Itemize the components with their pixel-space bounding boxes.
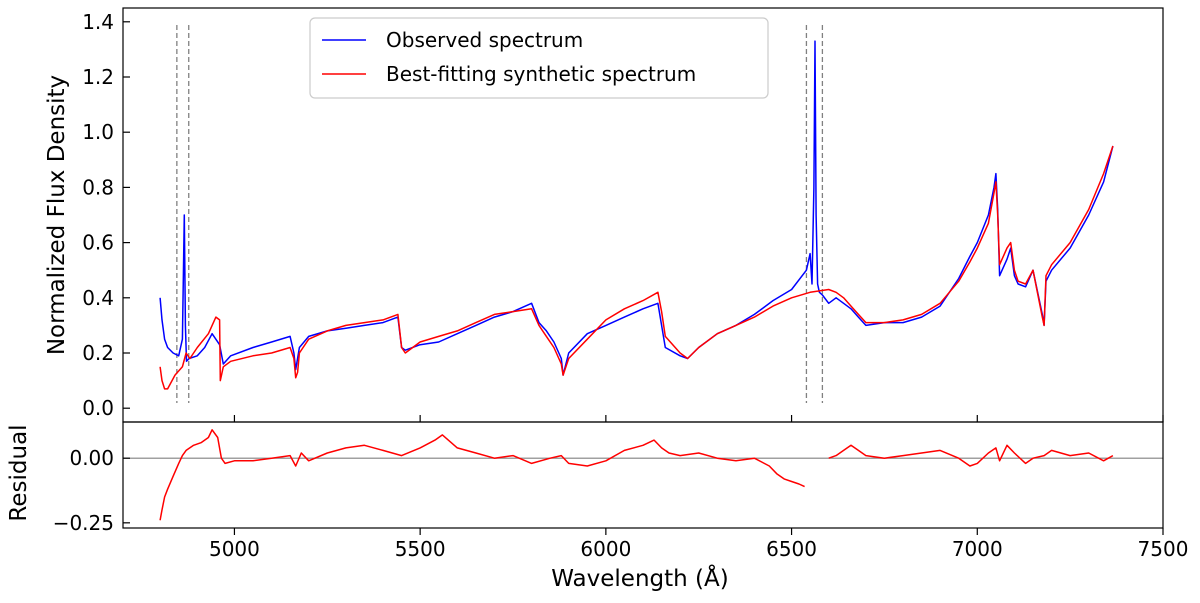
main-ytick-label: 0.0: [82, 396, 114, 420]
residual-line-0: [159, 429, 805, 521]
main-y-axis-label: Normalized Flux Density: [44, 75, 70, 355]
residual-frame: [122, 421, 1164, 529]
observed-spectrum-line: [159, 40, 1114, 376]
x-tick-label: 7500: [1138, 537, 1189, 561]
main-panel: 0.0 0.2 0.4 0.6 0.8 1.0 1.2 1.4 Observed spectr…: [44, 7, 1164, 423]
main-ytick-label: 1.2: [82, 65, 114, 89]
residual-ytick-label: −0.25: [53, 511, 114, 535]
x-tick-label: 6000: [580, 537, 631, 561]
residual-axes: −0.25 0.00 5000 5500 6000 6500 7000 7500: [53, 421, 1189, 561]
x-tick-label: 5000: [209, 537, 260, 561]
residual-series: [159, 429, 1114, 521]
legend-label-synthetic: Best-fitting synthetic spectrum: [386, 62, 696, 86]
residual-panel: −0.25 0.00 5000 5500 6000 6500 7000 7500 Residu…: [6, 421, 1189, 592]
main-ytick-label: 1.4: [82, 10, 114, 34]
residual-y-axis-label: Residual: [6, 424, 32, 521]
legend-frame: [309, 17, 769, 99]
main-ytick-label: 1.0: [82, 120, 114, 144]
legend: Observed spectrum Best-fitting synthetic…: [309, 17, 769, 99]
main-vlines: [176, 25, 824, 403]
x-axis-label: Wavelength (Å): [551, 564, 728, 592]
synthetic-spectrum-line: [159, 145, 1114, 390]
main-series: [159, 40, 1114, 390]
x-tick-label: 5500: [395, 537, 446, 561]
main-ytick-label: 0.4: [82, 286, 114, 310]
main-ytick-label: 0.6: [82, 231, 114, 255]
residual-line-1: [828, 444, 1114, 467]
x-tick-label: 6500: [766, 537, 817, 561]
main-ytick-label: 0.2: [82, 341, 114, 365]
legend-label-observed: Observed spectrum: [386, 28, 583, 52]
residual-ytick-label: 0.00: [69, 446, 114, 470]
main-ytick-label: 0.8: [82, 175, 114, 199]
x-tick-label: 7000: [952, 537, 1003, 561]
